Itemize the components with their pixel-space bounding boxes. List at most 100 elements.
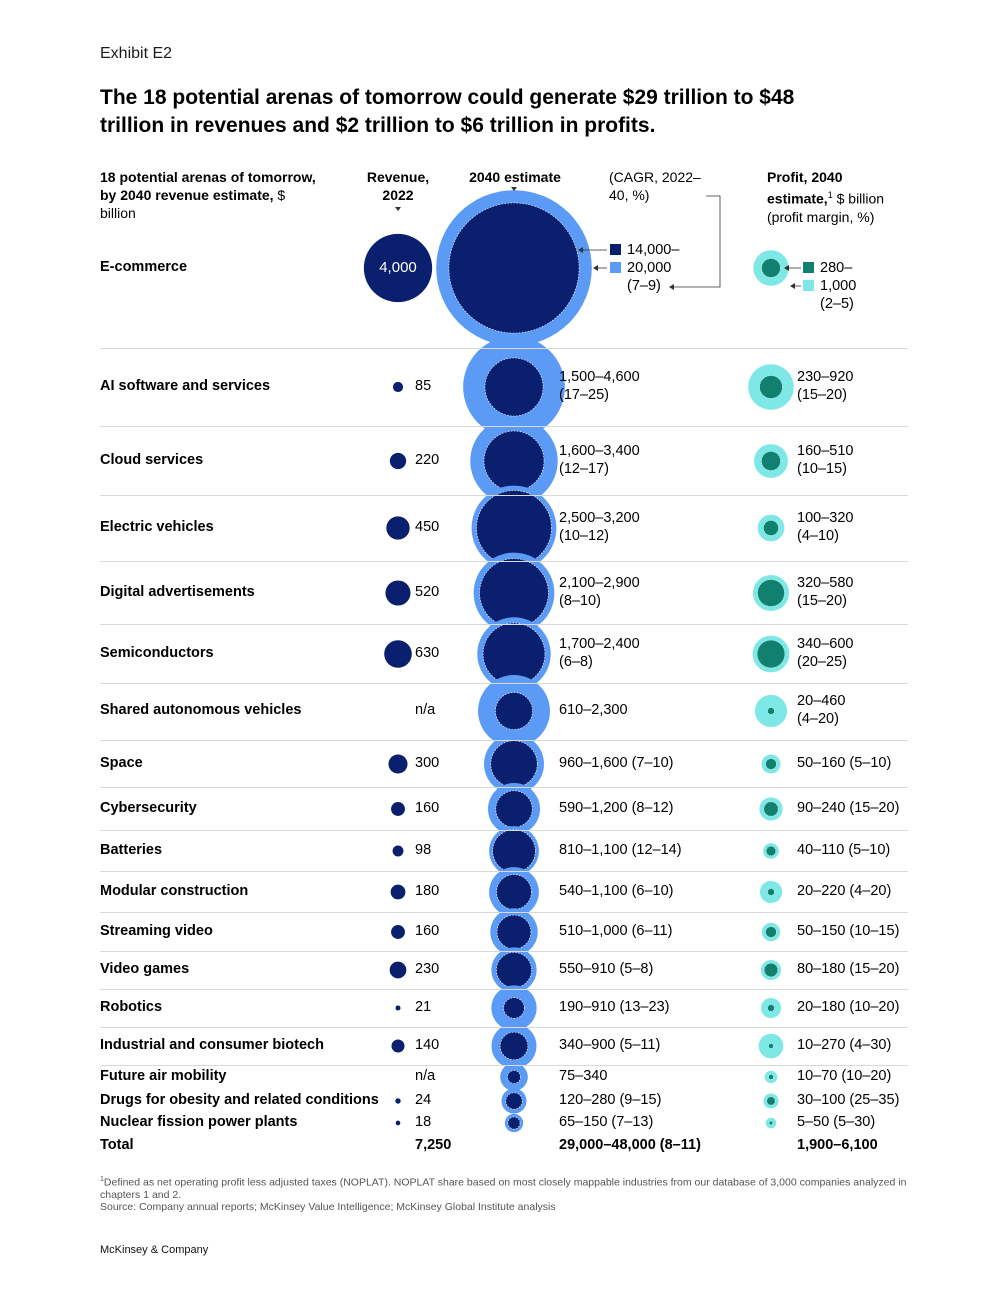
revenue-value: 85: [415, 378, 432, 394]
profit-legend-low-swatch: [803, 262, 814, 273]
revenue-value: 630: [415, 645, 440, 661]
row-divider: [100, 787, 908, 788]
estimate-value: 1,500–4,600: [559, 369, 640, 385]
row-label: Drugs for obesity and related conditions: [100, 1092, 379, 1108]
arena-header: 18 potential arenas of tomorrow, by 2040…: [100, 168, 320, 222]
row-label: Streaming video: [100, 923, 213, 939]
estimate-header-arrow: [511, 187, 517, 191]
estimate-value: 610–2,300: [559, 702, 628, 718]
revenue-value: n/a: [415, 1068, 436, 1084]
profit-low-bubble: [768, 1074, 774, 1080]
profit-value: 320–580: [797, 575, 854, 591]
row-label: Robotics: [100, 999, 163, 1015]
estimate-value: 65–150 (7–13): [559, 1114, 654, 1130]
row-divider: [100, 495, 908, 496]
profit-legend-high-swatch: [803, 280, 814, 291]
profit-header-bold: Profit, 2040 estimate,: [767, 169, 843, 207]
total-label: Total: [100, 1137, 134, 1153]
revenue-bubble: [391, 925, 405, 939]
profit-value: 80–180 (15–20): [797, 961, 900, 977]
revenue-bubble: [384, 640, 412, 668]
arena-header-unit: $ billion: [100, 187, 286, 221]
row-divider: [100, 426, 908, 427]
estimate-value: 2,500–3,200: [559, 510, 640, 526]
row-divider: [100, 624, 908, 625]
revenue-bubble: [389, 452, 407, 470]
footnote-definition: 1Defined as net operating profit less ad…: [100, 1174, 910, 1201]
profit-margin: (4–20): [797, 711, 839, 727]
row-divider: [100, 561, 908, 562]
row-divider: [100, 951, 908, 952]
profit-value: 230–920: [797, 369, 854, 385]
arrowhead: [578, 247, 583, 253]
total-revenue: 7,250: [415, 1137, 452, 1153]
estimate-value: 2,100–2,900: [559, 575, 640, 591]
revenue-value: 98: [415, 842, 432, 858]
profit-value-high: 1,000: [820, 278, 857, 294]
row-label: Cybersecurity: [100, 800, 197, 816]
revenue-bubble: [385, 580, 411, 606]
revenue-value: 300: [415, 755, 440, 771]
profit-low-bubble: [763, 801, 779, 817]
profit-value: 50–160 (5–10): [797, 755, 892, 771]
revenue-bubble: [392, 381, 404, 393]
revenue-bubble: [395, 1120, 401, 1126]
estimate-cagr: (7–9): [627, 278, 661, 294]
revenue-bubble: [391, 802, 405, 816]
brand-logo-text: McKinsey & Company: [100, 1244, 209, 1256]
revenue-bubble: [386, 516, 410, 540]
revenue-bubble: [363, 233, 433, 303]
profit-low-bubble: [768, 1043, 774, 1049]
footnote: 1Defined as net operating profit less ad…: [100, 1174, 910, 1213]
row-divider: [100, 683, 908, 684]
estimate-value: 510–1,000 (6–11): [559, 923, 673, 939]
cagr-header: (CAGR, 2022–40, %): [609, 169, 701, 203]
profit-low-bubble: [761, 258, 781, 278]
profit-value: 40–110 (5–10): [797, 842, 891, 858]
revenue-value: 230: [415, 961, 440, 977]
revenue-bubble: [395, 1098, 401, 1104]
row-divider: [100, 989, 908, 990]
estimate-low-bubble: [484, 357, 544, 417]
row-label: Nuclear fission power plants: [100, 1114, 298, 1130]
row-label: Electric vehicles: [100, 519, 214, 535]
profit-value: 10–270 (4–30): [797, 1037, 892, 1053]
revenue-value: 160: [415, 800, 440, 816]
revenue-value: 160: [415, 923, 440, 939]
row-divider: [100, 912, 908, 913]
profit-low-bubble: [767, 1004, 775, 1012]
row-divider: [100, 1027, 908, 1028]
total-estimate: 29,000–48,000 (8–11): [559, 1137, 701, 1153]
revenue-value: 140: [415, 1037, 440, 1053]
estimate-value: 550–910 (5–8): [559, 961, 654, 977]
row-divider: [100, 1065, 908, 1066]
arena-header-bold: 18 potential arenas of tomorrow, by 2040…: [100, 169, 316, 203]
row-divider: [100, 830, 908, 831]
profit-value: 5–50 (5–30): [797, 1114, 876, 1130]
profit-low-bubble: [765, 926, 777, 938]
profit-value: 90–240 (15–20): [797, 800, 900, 816]
revenue-value: 180: [415, 883, 440, 899]
estimate-value: 960–1,600 (7–10): [559, 755, 674, 771]
estimate-value: 340–900 (5–11): [559, 1037, 661, 1053]
profit-low-bubble: [756, 639, 786, 669]
estimate-value: 590–1,200 (8–12): [559, 800, 674, 816]
revenue-bubble: [389, 961, 407, 979]
estimate-cagr: (10–12): [559, 528, 609, 544]
profit-header: Profit, 2040 estimate,1 $ billion (profit…: [767, 168, 907, 226]
estimate-header: 2040 estimate: [469, 169, 561, 185]
row-label: E-commerce: [100, 259, 188, 275]
profit-header-unit: $ billion: [832, 190, 885, 207]
chart-title: The 18 potential arenas of tomorrow coul…: [100, 86, 795, 137]
revenue-value: 18: [415, 1114, 432, 1130]
estimate-value: 1,700–2,400: [559, 636, 640, 652]
arrowhead: [790, 283, 795, 289]
revenue-bubble: [388, 754, 408, 774]
estimate-value: 1,600–3,400: [559, 443, 640, 459]
row-label: Future air mobility: [100, 1068, 227, 1084]
profit-value: 20–220 (4–20): [797, 883, 892, 899]
estimate-cagr: (12–17): [559, 461, 609, 477]
profit-value: 20–180 (10–20): [797, 999, 900, 1015]
revenue-value: 24: [415, 1092, 432, 1108]
revenue-bubble: [390, 884, 406, 900]
